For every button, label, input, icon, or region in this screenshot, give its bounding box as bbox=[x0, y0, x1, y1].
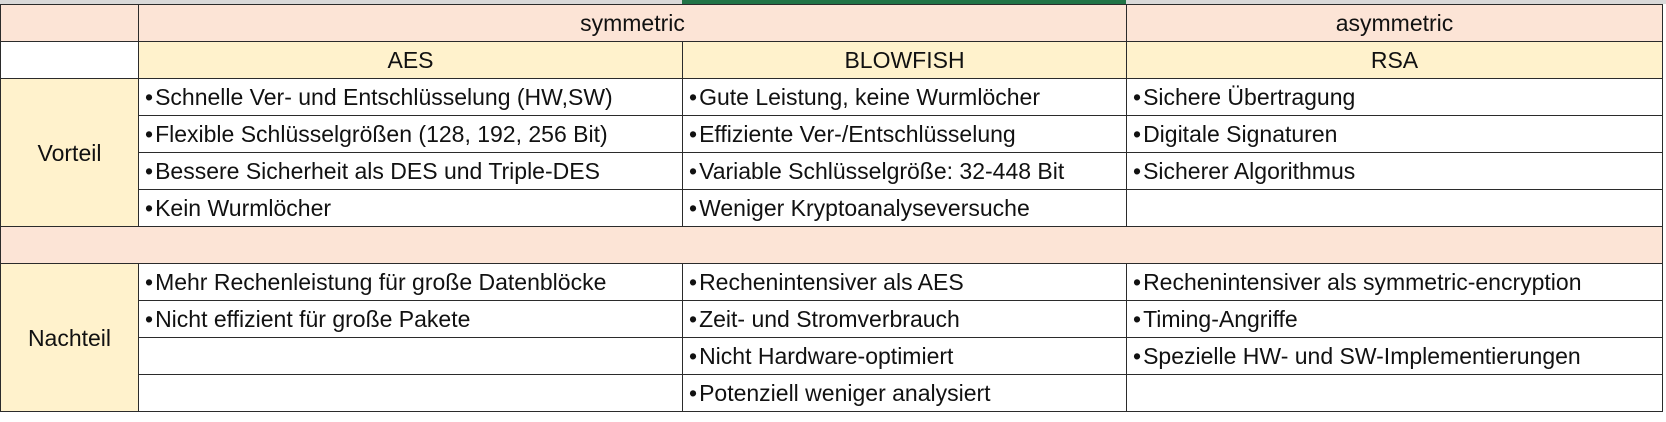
cell-text: Gute Leistung, keine Wurmlöcher bbox=[699, 84, 1040, 110]
blowfish-cell[interactable]: •Effiziente Ver-/Entschlüsselung bbox=[682, 115, 1127, 153]
bullet-glyph: • bbox=[689, 343, 698, 369]
bullet-glyph: • bbox=[689, 306, 698, 332]
nachteil-row: •Nicht effizient für große Pakete •Zeit- … bbox=[1, 300, 1663, 338]
cell-text: Nicht effizient für große Pakete bbox=[155, 306, 471, 332]
cell-text: Kein Wurmlöcher bbox=[155, 195, 332, 221]
bullet-glyph: • bbox=[1133, 306, 1142, 332]
rsa-cell[interactable] bbox=[1126, 374, 1663, 412]
bullet-glyph: • bbox=[689, 121, 698, 147]
bullet-glyph: • bbox=[145, 306, 154, 332]
aes-cell[interactable]: •Schnelle Ver- und Entschlüsselung (HW,S… bbox=[138, 78, 683, 116]
symmetric-header-cell[interactable]: symmetric bbox=[138, 4, 1127, 42]
blowfish-cell[interactable]: •Gute Leistung, keine Wurmlöcher bbox=[682, 78, 1127, 116]
aes-cell[interactable]: •Nicht effizient für große Pakete bbox=[138, 300, 683, 338]
blowfish-cell[interactable]: •Rechenintensiver als AES bbox=[682, 263, 1127, 301]
cell-text: Variable Schlüsselgröße: 32-448 Bit bbox=[699, 158, 1065, 184]
rsa-cell[interactable]: •Sicherer Algorithmus bbox=[1126, 152, 1663, 190]
separator-row bbox=[0, 226, 1663, 264]
nachteil-row: •Nicht Hardware-optimiert •Spezielle HW- … bbox=[1, 337, 1663, 375]
cell-text: Digitale Signaturen bbox=[1143, 121, 1338, 147]
cell-text: Schnelle Ver- und Entschlüsselung (HW,SW… bbox=[155, 84, 613, 110]
cell-text: Timing-Angriffe bbox=[1143, 306, 1298, 332]
blowfish-cell[interactable]: •Zeit- und Stromverbrauch bbox=[682, 300, 1127, 338]
bullet-glyph: • bbox=[145, 158, 154, 184]
cell-text: Spezielle HW- und SW-Implementierungen bbox=[1143, 343, 1581, 369]
vorteil-label-cell[interactable]: Vorteil bbox=[0, 78, 139, 227]
bullet-glyph: • bbox=[689, 269, 698, 295]
aes-cell[interactable]: •Mehr Rechenleistung für große Datenblöc… bbox=[138, 263, 683, 301]
algorithm-header-row: AES BLOWFISH RSA bbox=[0, 41, 1663, 79]
cell-text: Weniger Kryptoanalyseversuche bbox=[699, 195, 1030, 221]
vorteil-row: •Bessere Sicherheit als DES und Triple-D… bbox=[1, 152, 1663, 190]
cell-text: Zeit- und Stromverbrauch bbox=[699, 306, 960, 332]
bullet-glyph: • bbox=[1133, 84, 1142, 110]
aes-cell[interactable]: •Bessere Sicherheit als DES und Triple-D… bbox=[138, 152, 683, 190]
cell-text: Bessere Sicherheit als DES und Triple-DE… bbox=[155, 158, 600, 184]
bullet-glyph: • bbox=[1133, 121, 1142, 147]
cell-text: Mehr Rechenleistung für große Datenblöck… bbox=[155, 269, 607, 295]
rsa-header-cell[interactable]: RSA bbox=[1126, 41, 1663, 79]
empty-header-cell[interactable] bbox=[0, 41, 139, 79]
rsa-cell[interactable]: •Digitale Signaturen bbox=[1126, 115, 1663, 153]
blowfish-header-cell[interactable]: BLOWFISH bbox=[682, 41, 1127, 79]
cell-text: Sichere Übertragung bbox=[1143, 84, 1356, 110]
blowfish-cell[interactable]: •Variable Schlüsselgröße: 32-448 Bit bbox=[682, 152, 1127, 190]
rsa-cell[interactable] bbox=[1126, 189, 1663, 227]
nachteil-label-cell[interactable]: Nachteil bbox=[0, 263, 139, 412]
bullet-glyph: • bbox=[145, 195, 154, 221]
aes-cell[interactable]: •Kein Wurmlöcher bbox=[138, 189, 683, 227]
blowfish-cell[interactable]: •Weniger Kryptoanalyseversuche bbox=[682, 189, 1127, 227]
bullet-glyph: • bbox=[689, 84, 698, 110]
separator-cell[interactable] bbox=[0, 226, 1663, 264]
bullet-glyph: • bbox=[689, 158, 698, 184]
cell-text: Effiziente Ver-/Entschlüsselung bbox=[699, 121, 1016, 147]
bullet-glyph: • bbox=[145, 84, 154, 110]
rsa-cell[interactable]: •Spezielle HW- und SW-Implementierungen bbox=[1126, 337, 1663, 375]
vorteil-row: Vorteil •Schnelle Ver- und Entschlüsselun… bbox=[0, 78, 1663, 227]
cell-text: Rechenintensiver als AES bbox=[699, 269, 964, 295]
vorteil-row: •Kein Wurmlöcher •Weniger Kryptoanalyseve… bbox=[1, 189, 1663, 227]
aes-cell[interactable]: •Flexible Schlüsselgrößen (128, 192, 256… bbox=[138, 115, 683, 153]
bullet-glyph: • bbox=[1133, 269, 1142, 295]
group-header-row: symmetric asymmetric bbox=[0, 4, 1663, 42]
aes-header-cell[interactable]: AES bbox=[138, 41, 683, 79]
bullet-glyph: • bbox=[145, 269, 154, 295]
bullet-glyph: • bbox=[1133, 158, 1142, 184]
bullet-glyph: • bbox=[689, 380, 698, 406]
vorteil-row: •Flexible Schlüsselgrößen (128, 192, 256… bbox=[1, 115, 1663, 153]
asymmetric-header-cell[interactable]: asymmetric bbox=[1126, 4, 1663, 42]
column-selection-indicator bbox=[682, 0, 1126, 4]
nachteil-row: •Potenziell weniger analysiert bbox=[1, 374, 1663, 412]
bullet-glyph: • bbox=[1133, 343, 1142, 369]
bullet-glyph: • bbox=[145, 121, 154, 147]
aes-cell[interactable] bbox=[138, 337, 683, 375]
blowfish-cell[interactable]: •Nicht Hardware-optimiert bbox=[682, 337, 1127, 375]
aes-cell[interactable] bbox=[138, 374, 683, 412]
nachteil-row: Nachteil •Mehr Rechenleistung für große D… bbox=[0, 263, 1663, 412]
rsa-cell[interactable]: •Sichere Übertragung bbox=[1126, 78, 1663, 116]
rsa-cell[interactable]: •Timing-Angriffe bbox=[1126, 300, 1663, 338]
bullet-glyph: • bbox=[689, 195, 698, 221]
cell-text: Rechenintensiver als symmetric-encryptio… bbox=[1143, 269, 1582, 295]
rsa-cell[interactable]: •Rechenintensiver als symmetric-encrypti… bbox=[1126, 263, 1663, 301]
blowfish-cell[interactable]: •Potenziell weniger analysiert bbox=[682, 374, 1127, 412]
cell-text: Flexible Schlüsselgrößen (128, 192, 256 … bbox=[155, 121, 608, 147]
comparison-table: symmetric asymmetric AES BLOWFISH RSA Vo… bbox=[0, 4, 1663, 412]
cell-text: Potenziell weniger analysiert bbox=[699, 380, 991, 406]
cell-text: Nicht Hardware-optimiert bbox=[699, 343, 954, 369]
corner-cell[interactable] bbox=[0, 4, 139, 42]
cell-text: Sicherer Algorithmus bbox=[1143, 158, 1356, 184]
